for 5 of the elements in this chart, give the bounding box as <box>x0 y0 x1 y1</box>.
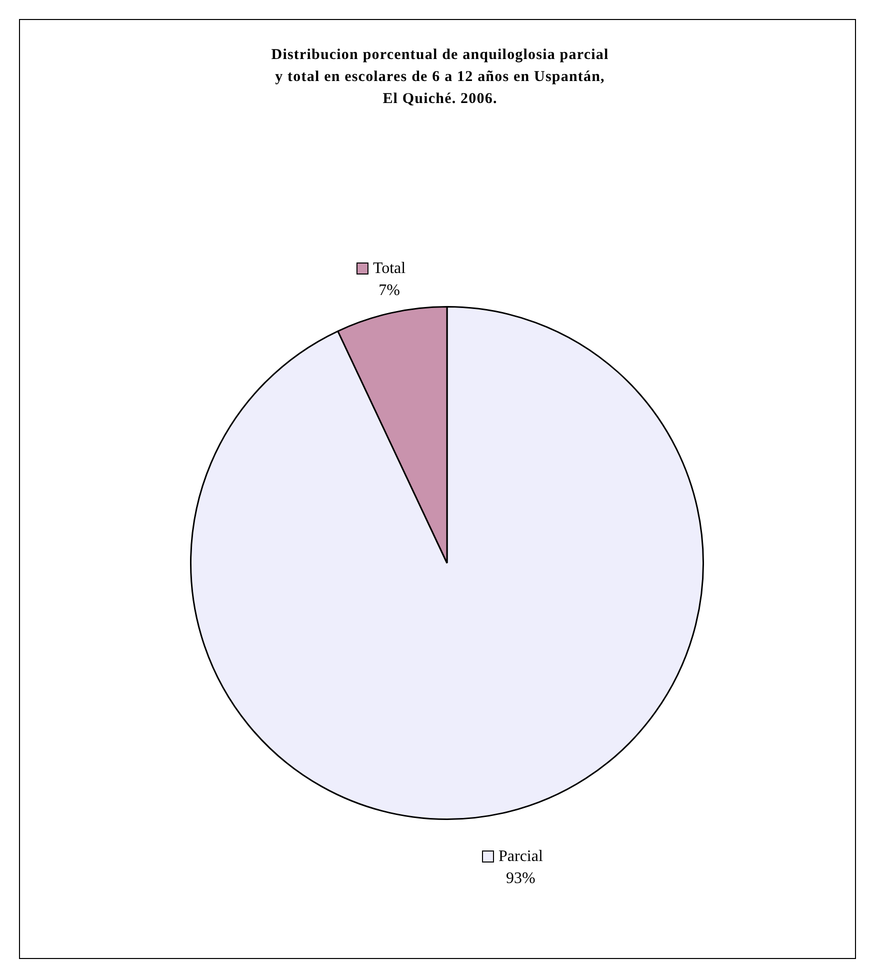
data-label: 7% <box>378 282 400 300</box>
data-label: 93% <box>506 870 536 888</box>
legend-label: Parcial <box>498 848 544 866</box>
chart-title: Distribucion porcentual de anquiloglosia parcial y total en escolares de 6 a 12 años en Uspantán, El Quiché. 2006. <box>270 46 610 109</box>
legend-label: Total <box>372 260 406 278</box>
